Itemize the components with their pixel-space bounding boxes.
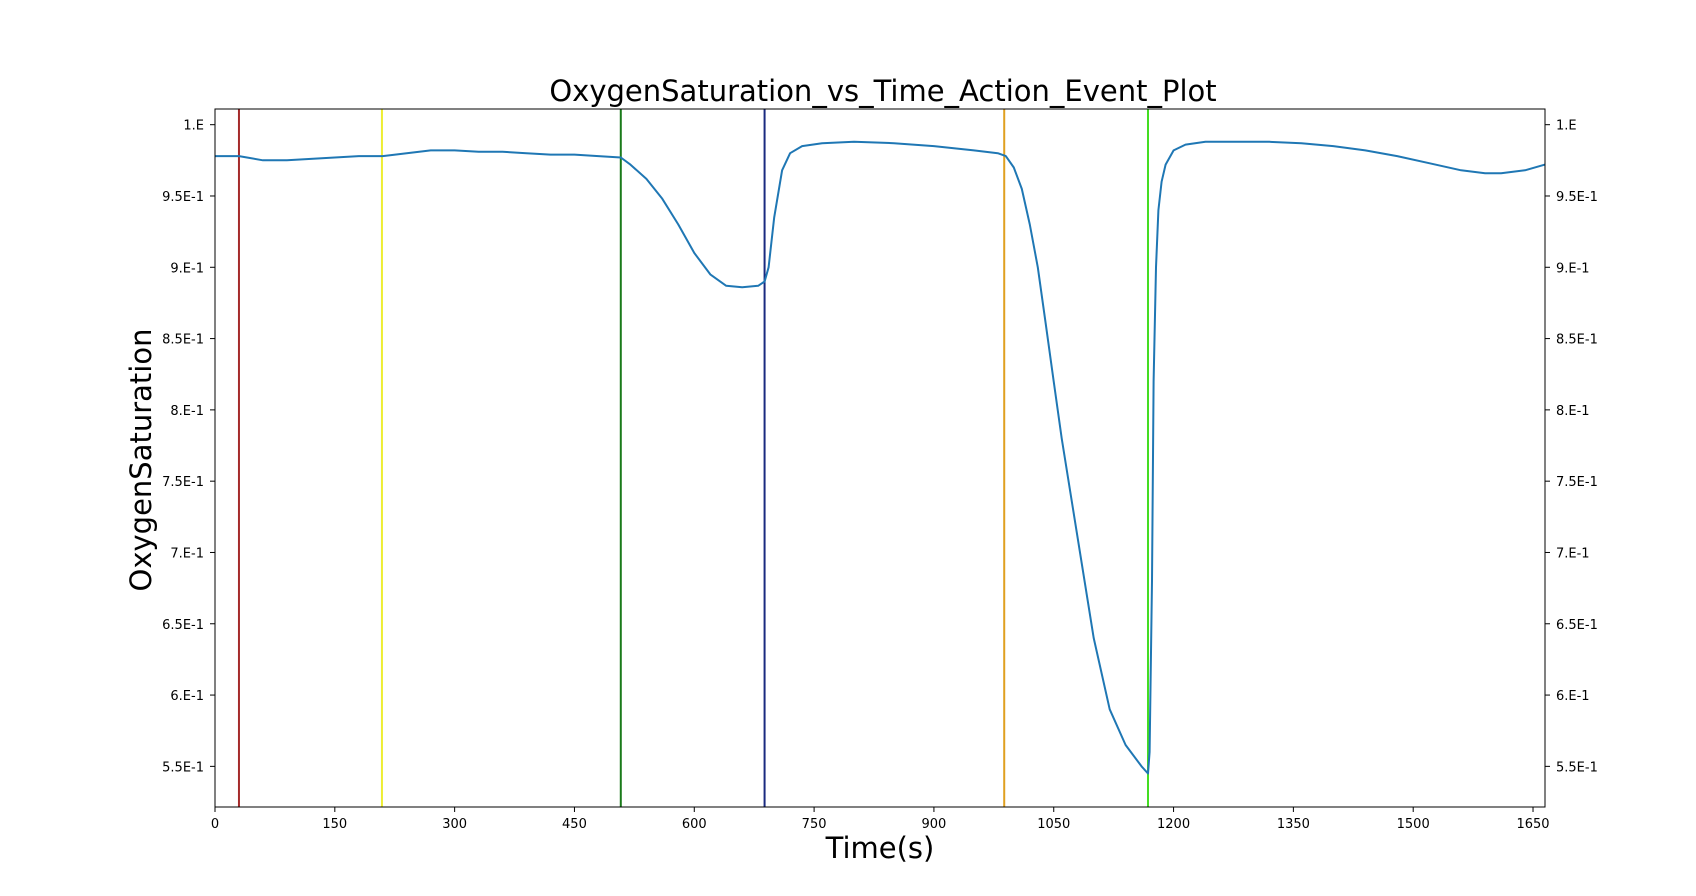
y-tick-label-left: 9.E-1 (170, 261, 204, 276)
y-tick-label-right: 6.5E-1 (1556, 618, 1598, 633)
x-tick-label: 150 (322, 817, 347, 832)
chart-title: OxygenSaturation_vs_Time_Action_Event_Pl… (549, 74, 1216, 108)
x-tick-label: 900 (922, 817, 947, 832)
x-tick-label: 1350 (1277, 817, 1310, 832)
x-axis-label: Time(s) (825, 831, 935, 865)
x-tick-label: 450 (562, 817, 587, 832)
y-tick-label-left: 8.5E-1 (162, 333, 204, 348)
y-tick-label-right: 6.E-1 (1556, 689, 1590, 704)
y-tick-label-left: 5.5E-1 (162, 760, 204, 775)
y-tick-label-right: 8.5E-1 (1556, 333, 1598, 348)
y-tick-label-left: 1.E (183, 119, 204, 134)
x-tick-label: 1050 (1037, 817, 1070, 832)
plot-area: 0 150 300 450 600 750 900 1050 1200 1350 1500 1650 5… (162, 109, 1598, 832)
y-tick-label-right: 7.5E-1 (1556, 475, 1598, 490)
y-tick-label-right: 7.E-1 (1556, 546, 1590, 561)
y-tick-label-right: 5.5E-1 (1556, 760, 1598, 775)
y-tick-label-left: 7.E-1 (170, 546, 204, 561)
plot-frame (214, 108, 1546, 808)
x-tick-label: 300 (442, 817, 467, 832)
y-tick-label-left: 7.5E-1 (162, 475, 204, 490)
y-tick-label-left: 8.E-1 (170, 404, 204, 419)
x-tick-label: 1200 (1157, 817, 1190, 832)
x-tick-label: 750 (802, 817, 827, 832)
x-tick-label: 1500 (1397, 817, 1430, 832)
y-tick-label-right: 9.5E-1 (1556, 190, 1598, 205)
y-tick-label-left: 6.E-1 (170, 689, 204, 704)
y-tick-label-left: 6.5E-1 (162, 618, 204, 633)
y-tick-label-right: 8.E-1 (1556, 404, 1590, 419)
y-tick-label-right: 1.E (1556, 119, 1577, 134)
x-tick-label: 600 (682, 817, 707, 832)
series-line-oxygen-saturation (215, 140, 1546, 775)
y-axis-label: OxygenSaturation (124, 329, 158, 592)
y-tick-label-left: 9.5E-1 (162, 190, 204, 205)
x-tick-label: 1650 (1516, 817, 1549, 832)
y-tick-label-right: 9.E-1 (1556, 261, 1590, 276)
x-tick-label: 0 (211, 817, 219, 832)
